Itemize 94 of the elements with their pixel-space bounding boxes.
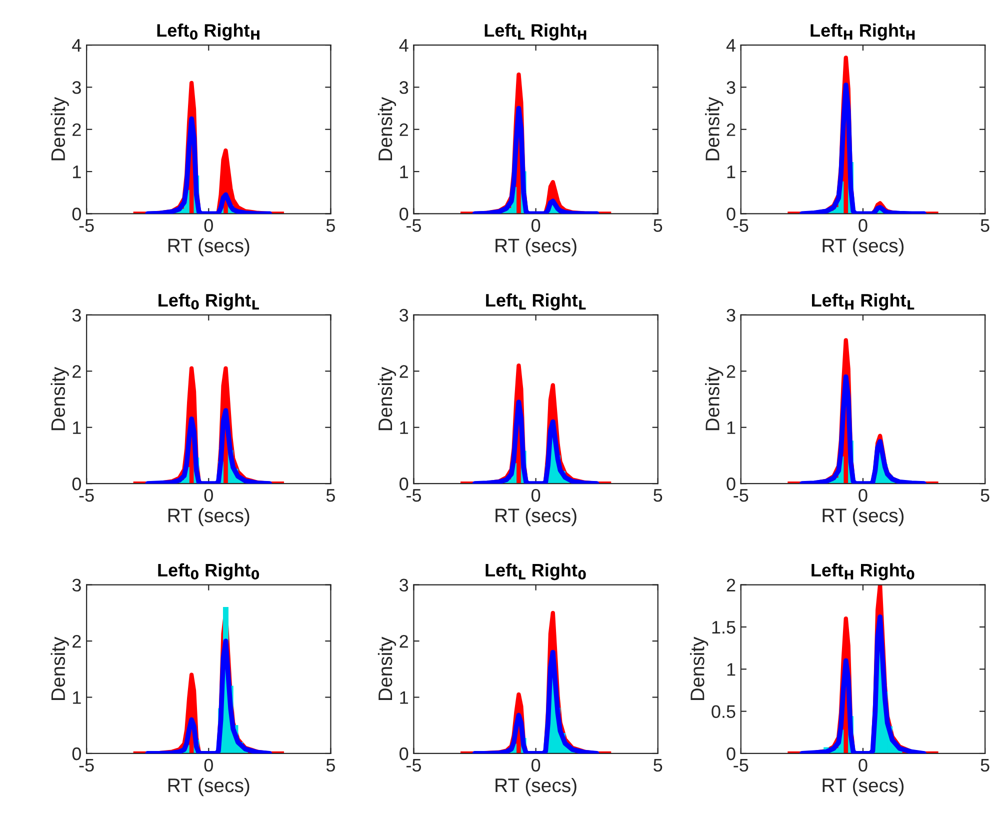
x-tick-label: 0 xyxy=(531,219,540,232)
y-tick-label: 1 xyxy=(73,166,81,178)
chart-title: Left$_{L}$ Right$_{H}$ xyxy=(484,24,586,40)
y-tick-label: 3 xyxy=(726,308,736,322)
x-axis-title: RT (secs) xyxy=(822,238,904,256)
y-tick-label: 2 xyxy=(72,123,81,136)
x-tick-label: 0 xyxy=(858,758,868,772)
x-tick-label: 0 xyxy=(204,758,213,772)
x-axis-title: RT (secs) xyxy=(496,238,576,256)
y-tick-label: 2 xyxy=(400,123,408,136)
x-axis-title: RT (secs) xyxy=(496,778,576,796)
chart-title: Left$_{H}$ Right$_{H}$ xyxy=(810,24,915,40)
x-tick-label: 0 xyxy=(858,219,868,232)
x-tick-label: -5 xyxy=(406,759,421,772)
x-tick-label: 5 xyxy=(980,489,990,502)
x-tick-label: -5 xyxy=(79,489,94,502)
y-tick-label: 0.5 xyxy=(712,705,736,718)
chart-title: Left$_{L}$ Right$_{L}$ xyxy=(486,293,586,310)
x-tick-label: -5 xyxy=(734,489,748,502)
y-tick-label: 3 xyxy=(726,81,736,94)
y-tick-label: 2 xyxy=(72,365,81,378)
y-axis-title: Density xyxy=(705,97,724,160)
x-axis-title: RT (secs) xyxy=(822,778,904,796)
y-tick-label: 0 xyxy=(400,747,408,760)
y-axis-title: Density xyxy=(378,636,396,700)
y-tick-label: 3 xyxy=(72,81,81,94)
y-axis-title: Density xyxy=(378,366,396,430)
x-tick-label: 5 xyxy=(326,759,335,772)
x-tick-label: 0 xyxy=(204,219,213,232)
y-tick-label: 1 xyxy=(727,166,736,178)
x-tick-label: 5 xyxy=(654,759,662,772)
y-tick-label: 1.5 xyxy=(712,621,736,634)
x-tick-label: -5 xyxy=(734,219,748,232)
x-tick-label: -5 xyxy=(79,759,94,772)
x-axis-title: RT (secs) xyxy=(168,508,250,526)
y-tick-label: 4 xyxy=(726,39,736,52)
x-tick-label: 0 xyxy=(204,488,213,502)
y-tick-label: 1 xyxy=(400,691,408,704)
y-tick-label: 2 xyxy=(726,365,736,378)
y-tick-label: 0 xyxy=(72,208,81,220)
y-tick-label: 4 xyxy=(72,39,82,52)
x-tick-label: 5 xyxy=(980,219,990,232)
x-tick-label: 0 xyxy=(531,488,540,502)
y-tick-label: 3 xyxy=(400,308,408,322)
y-tick-label: 3 xyxy=(72,578,81,592)
y-tick-label: 1 xyxy=(400,166,408,178)
x-axis-title: RT (secs) xyxy=(168,778,250,796)
y-tick-label: 1 xyxy=(73,421,81,434)
y-tick-label: 3 xyxy=(72,308,81,322)
y-tick-label: 2 xyxy=(400,365,408,378)
y-tick-label: 0 xyxy=(72,747,81,760)
y-tick-label: 0 xyxy=(400,208,408,220)
x-tick-label: -5 xyxy=(79,219,94,232)
y-tick-label: 0 xyxy=(726,747,736,760)
y-axis-title: Density xyxy=(50,636,69,700)
y-tick-label: 0 xyxy=(726,478,736,490)
x-tick-label: 5 xyxy=(980,759,990,772)
y-tick-label: 3 xyxy=(400,578,408,592)
x-tick-label: 5 xyxy=(654,489,662,502)
x-axis-title: RT (secs) xyxy=(168,238,250,256)
x-axis-title: RT (secs) xyxy=(822,508,904,526)
chart-title: Left$_{H}$ Right$_{0}$ xyxy=(812,563,914,580)
x-tick-label: -5 xyxy=(406,219,421,232)
x-tick-label: -5 xyxy=(406,489,421,502)
chart-title: Left$_{L}$ Right$_{0}$ xyxy=(486,563,586,580)
chart-title: Left$_{0}$ Right$_{L}$ xyxy=(158,293,259,310)
y-tick-label: 3 xyxy=(400,81,408,94)
y-tick-label: 0 xyxy=(726,208,736,220)
y-tick-label: 2 xyxy=(726,123,736,136)
chart-title: Left$_{0}$ Right$_{H}$ xyxy=(157,24,260,40)
y-axis-title: Density xyxy=(690,636,708,700)
y-tick-label: 2 xyxy=(72,634,81,648)
x-tick-label: 0 xyxy=(858,488,868,502)
y-axis-title: Density xyxy=(50,97,69,160)
x-tick-label: 5 xyxy=(654,219,662,232)
chart-title: Left$_{H}$ Right$_{L}$ xyxy=(812,293,914,310)
y-axis-title: Density xyxy=(378,97,396,160)
x-tick-label: -5 xyxy=(734,759,748,772)
x-tick-label: 5 xyxy=(326,489,335,502)
x-tick-label: 5 xyxy=(326,219,335,232)
x-tick-label: 0 xyxy=(531,758,540,772)
y-tick-label: 0 xyxy=(72,478,81,490)
y-tick-label: 1 xyxy=(727,663,736,676)
y-tick-label: 4 xyxy=(399,39,408,52)
x-axis-title: RT (secs) xyxy=(496,508,576,526)
y-tick-label: 2 xyxy=(726,578,736,592)
chart-title: Left$_{0}$ Right$_{0}$ xyxy=(158,563,260,580)
y-tick-label: 1 xyxy=(73,691,81,704)
y-axis-title: Density xyxy=(50,366,69,430)
y-tick-label: 1 xyxy=(727,421,736,434)
y-tick-label: 1 xyxy=(400,421,408,434)
y-tick-label: 2 xyxy=(400,634,408,648)
y-tick-label: 0 xyxy=(400,478,408,490)
y-axis-title: Density xyxy=(705,366,724,430)
